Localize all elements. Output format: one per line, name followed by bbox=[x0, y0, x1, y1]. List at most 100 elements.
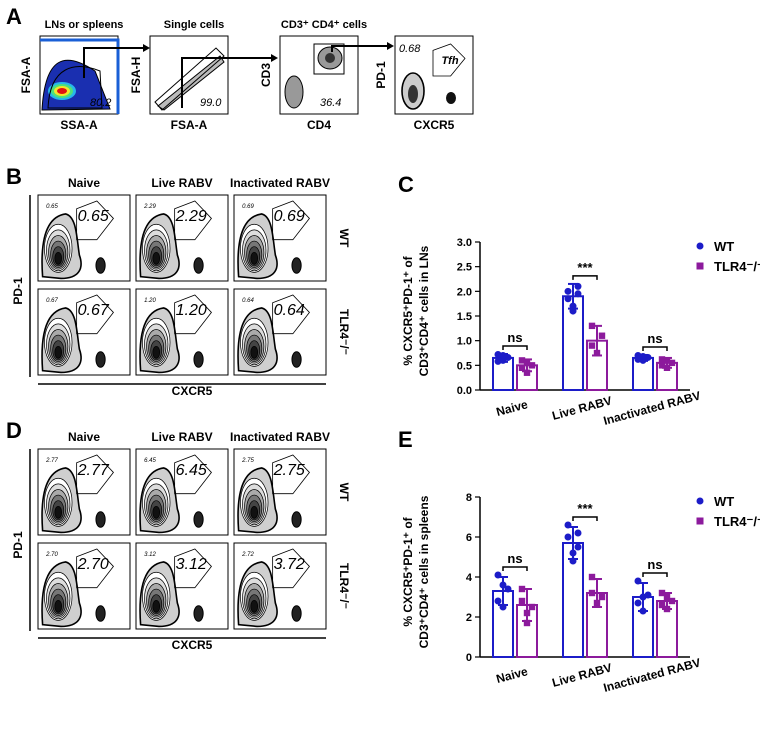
gate-value-small: 0.69 bbox=[242, 204, 254, 210]
gate bbox=[174, 548, 212, 589]
row-label: TLR4⁻/⁻ bbox=[337, 309, 351, 355]
gate-value: 36.4 bbox=[320, 97, 341, 109]
density bbox=[237, 467, 302, 534]
data-point bbox=[658, 601, 666, 609]
data-point bbox=[494, 597, 502, 605]
y-tick-label: 0 bbox=[466, 652, 472, 664]
data-point bbox=[499, 581, 507, 589]
gate-name: Tfh bbox=[441, 55, 458, 67]
arrow bbox=[83, 47, 144, 78]
panel-label: A bbox=[6, 4, 22, 29]
contour bbox=[152, 345, 161, 359]
axis-label: PD-1 bbox=[11, 531, 25, 559]
data-point bbox=[663, 605, 671, 613]
axis-label: CXCR5 bbox=[414, 118, 455, 132]
row-label: WT bbox=[337, 229, 351, 248]
data-point bbox=[574, 282, 582, 290]
data-point bbox=[523, 359, 531, 367]
gate-value-small: 2.29 bbox=[143, 204, 156, 210]
x-tick-label: Naive bbox=[495, 397, 530, 419]
data-point bbox=[639, 593, 647, 601]
contour bbox=[95, 351, 106, 368]
legend-marker bbox=[696, 517, 704, 525]
y-tick-label: 8 bbox=[466, 492, 472, 504]
gate-value: 2.70 bbox=[77, 556, 109, 573]
data-point bbox=[518, 597, 526, 605]
row-label: WT bbox=[337, 483, 351, 502]
column-header: Live RABV bbox=[151, 430, 212, 444]
contour bbox=[193, 511, 204, 528]
data-point bbox=[528, 603, 536, 611]
axis-label: SSA-A bbox=[60, 118, 98, 132]
contour bbox=[193, 351, 204, 368]
contour bbox=[95, 605, 106, 622]
density bbox=[139, 561, 204, 628]
contour bbox=[291, 351, 302, 368]
density bbox=[41, 467, 106, 534]
data-point bbox=[523, 619, 531, 627]
density bbox=[57, 88, 67, 94]
gate-value-small: 6.45 bbox=[144, 458, 156, 464]
panel-label: C bbox=[398, 172, 414, 197]
plot-title: Single cells bbox=[164, 19, 225, 31]
significance-bracket bbox=[502, 345, 528, 350]
column-header: Live RABV bbox=[151, 176, 212, 190]
density bbox=[325, 53, 335, 63]
panel-label: E bbox=[398, 427, 413, 452]
gate-value-small: 2.72 bbox=[241, 552, 254, 558]
data-point bbox=[668, 359, 676, 367]
contour bbox=[193, 605, 204, 622]
contour bbox=[54, 599, 63, 613]
x-tick-label: Inactivated RABV bbox=[602, 388, 702, 427]
significance-label: ns bbox=[647, 557, 662, 572]
data-point bbox=[569, 549, 577, 557]
gate bbox=[174, 294, 212, 335]
data-point bbox=[598, 332, 606, 339]
legend-label: WT bbox=[714, 494, 734, 509]
gate-value: 6.45 bbox=[176, 462, 207, 479]
density bbox=[41, 307, 106, 374]
density bbox=[157, 55, 225, 111]
gate-value: 80.2 bbox=[90, 97, 111, 109]
significance-bracket bbox=[642, 572, 668, 577]
y-tick-label: 0.5 bbox=[457, 360, 472, 372]
data-point bbox=[569, 307, 577, 315]
axis-label: FSA-A bbox=[19, 56, 33, 93]
significance-label: ns bbox=[507, 551, 522, 566]
arrow-head bbox=[143, 44, 150, 52]
gate-value: 99.0 bbox=[200, 97, 222, 109]
gate bbox=[272, 454, 310, 495]
data-point bbox=[588, 342, 596, 349]
gate-value: 2.75 bbox=[273, 462, 305, 479]
y-tick-label: 6 bbox=[466, 532, 472, 544]
axis-label: CD3⁺CD4⁺ cells in LNs bbox=[417, 245, 431, 376]
contour bbox=[291, 257, 302, 274]
gate-value: 3.72 bbox=[274, 556, 305, 573]
axis-label: % CXCR5⁺PD-1⁺ of bbox=[401, 255, 415, 365]
data-point bbox=[574, 529, 582, 537]
density bbox=[139, 213, 204, 280]
axis-label: FSA-A bbox=[171, 118, 208, 132]
density bbox=[237, 213, 302, 280]
gate-value: 0.65 bbox=[78, 208, 109, 225]
axis-label: CD3⁺CD4⁺ cells in spleens bbox=[417, 495, 431, 648]
y-tick-label: 2.0 bbox=[457, 286, 472, 298]
data-point bbox=[668, 597, 676, 605]
contour bbox=[54, 251, 63, 265]
contour bbox=[250, 251, 259, 265]
gate-line bbox=[40, 38, 120, 114]
legend-marker bbox=[696, 497, 704, 505]
x-tick-label: Inactivated RABV bbox=[602, 655, 702, 694]
axis-label: FSA-H bbox=[129, 57, 143, 94]
arrow bbox=[331, 45, 388, 52]
legend-label: WT bbox=[714, 239, 734, 254]
significance-label: *** bbox=[577, 260, 593, 275]
gate-value-small: 2.75 bbox=[241, 458, 254, 464]
significance-bracket bbox=[572, 275, 598, 280]
gate-value-small: 3.12 bbox=[144, 552, 156, 558]
data-point bbox=[564, 287, 572, 295]
density bbox=[41, 561, 106, 628]
density bbox=[446, 92, 456, 104]
legend-label: TLR4⁻/⁻ bbox=[714, 259, 760, 274]
